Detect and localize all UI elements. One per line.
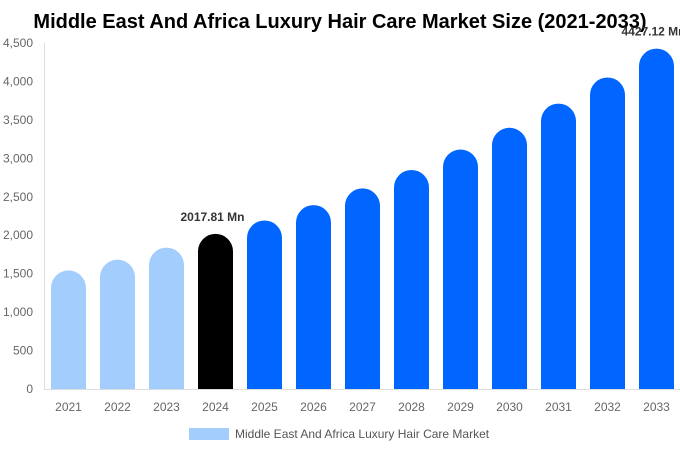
y-tick-label: 3,500 [3,113,33,127]
x-tick-label: 2028 [398,400,425,414]
x-tick-label: 2023 [153,400,180,414]
legend-swatch [189,428,229,440]
x-tick-label: 2033 [643,400,670,414]
x-tick-label: 2022 [104,400,131,414]
data-label: 2017.81 Mn [180,210,244,224]
y-tick-label: 1,000 [3,305,33,319]
legend[interactable]: Middle East And Africa Luxury Hair Care … [189,427,490,441]
chart-title: Middle East And Africa Luxury Hair Care … [33,11,646,33]
data-labels: 2017.81 Mn 4427.12 Mn [180,25,680,224]
bar-2029[interactable] [443,149,478,389]
bar-2031[interactable] [541,103,576,390]
bar-2023[interactable] [149,247,184,389]
y-tick-label: 1,500 [3,267,33,281]
bar-2030[interactable] [492,127,527,390]
x-tick-label: 2030 [496,400,523,414]
x-tick-label: 2032 [594,400,621,414]
bar-2026[interactable] [296,205,331,389]
x-tick-label: 2026 [300,400,327,414]
legend-label: Middle East And Africa Luxury Hair Care … [235,427,490,441]
x-tick-label: 2021 [55,400,82,414]
y-tick-label: 3,000 [3,151,33,165]
bar-2027[interactable] [345,188,380,389]
x-tick-label: 2027 [349,400,376,414]
y-tick-label: 0 [26,382,33,396]
y-tick-label: 4,000 [3,74,33,88]
bar-2024[interactable] [198,233,233,389]
bar-2028[interactable] [394,169,429,389]
bar-2022[interactable] [100,259,135,389]
x-axis: 2021 2022 2023 2024 2025 2026 2027 2028 2029 2030… [55,400,670,414]
bars [51,48,674,390]
x-tick-label: 2025 [251,400,278,414]
bar-2032[interactable] [590,77,625,389]
y-tick-label: 500 [13,344,33,358]
bar-2033[interactable] [639,48,674,389]
bar-2021[interactable] [51,270,86,389]
x-tick-label: 2029 [447,400,474,414]
x-tick-label: 2024 [202,400,229,414]
x-tick-label: 2031 [545,400,572,414]
y-tick-label: 2,000 [3,228,33,242]
y-axis: 0 500 1,000 1,500 2,000 2,500 3,000 3,500 4,000 4… [3,36,33,396]
y-tick-label: 2,500 [3,190,33,204]
data-label: 4427.12 Mn [621,25,680,39]
y-tick-label: 4,500 [3,36,33,50]
bar-2025[interactable] [247,220,282,389]
